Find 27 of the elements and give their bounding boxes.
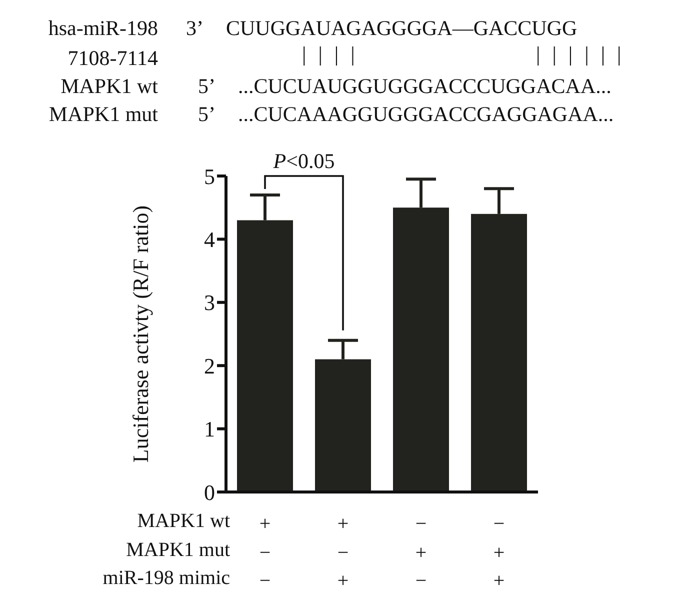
text: 5’ [198, 102, 216, 127]
x-tick-label: + − − [258, 512, 272, 594]
y-tick-label: 1 [204, 416, 215, 442]
text: 5’ [198, 74, 216, 99]
x-tick-label: + − + [336, 512, 350, 594]
text: |||||| [536, 42, 634, 67]
y-tick-label: 3 [204, 290, 215, 316]
text: P<0.05 [272, 149, 336, 174]
y-tick-label: 4 [204, 227, 215, 252]
text: miR-198 mimic [102, 567, 230, 590]
text: CUUGGAUAGAGGGGA—GACCUGG [226, 16, 578, 41]
x-tick-label: − + + [492, 512, 506, 594]
x-tick-label: − + − [414, 512, 428, 594]
text: ...CUCUAUGGUGGGACCCUGGACAA... [238, 74, 612, 99]
text: ...CUCAAAGGUGGGACCGAGGAGAA... [238, 102, 614, 127]
text: |||| [302, 42, 367, 67]
text: MAPK1 mut [48, 102, 158, 127]
text: 7108-7114 [68, 46, 158, 71]
text: MAPK1 wt [137, 510, 230, 533]
text: 3’ [186, 16, 204, 41]
text: hsa-miR-198 [48, 16, 158, 41]
text: MAPK1 mut [126, 538, 230, 562]
text: MAPK1 wt [60, 74, 158, 99]
y-tick-label: 2 [204, 353, 215, 378]
y-tick-label: 5 [204, 164, 215, 189]
y-axis-title: Luciferase activty (R/F ratio) [128, 205, 153, 463]
y-tick-label: 0 [204, 480, 215, 505]
